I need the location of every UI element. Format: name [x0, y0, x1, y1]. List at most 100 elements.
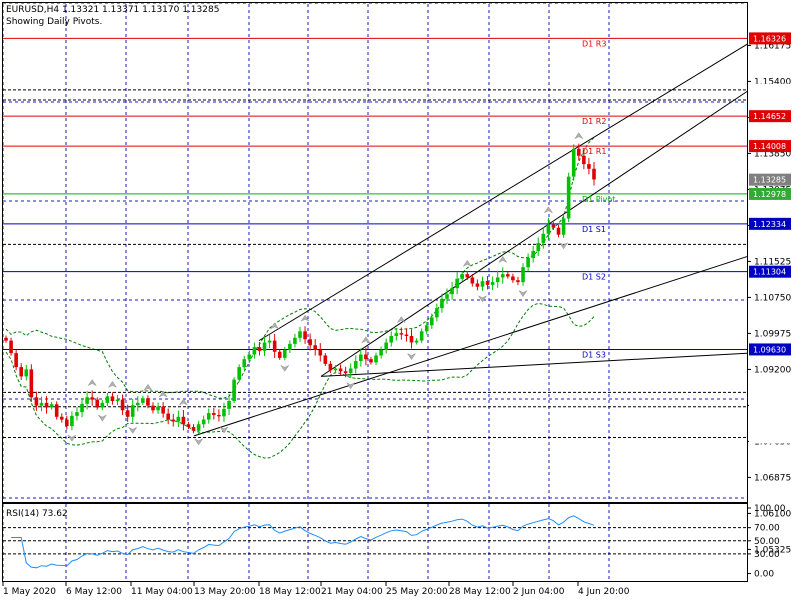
- pivot-price-tag: [749, 343, 791, 356]
- bull-candle: [445, 294, 449, 299]
- pivot-price-tag: [749, 140, 791, 153]
- bull-candle: [440, 298, 444, 309]
- bear-candle: [308, 339, 312, 346]
- bull-candle: [24, 369, 29, 377]
- price-tags: 1.16326 1.14652 1.14008 1.12978 1.12334 1.113…: [749, 32, 791, 444]
- level-price-tag: [749, 238, 791, 251]
- pivot-price-tag: [749, 32, 791, 45]
- y-tick-label: 1.15400: [754, 77, 791, 87]
- fractal-down-arrow: [97, 414, 108, 422]
- bull-candle: [394, 333, 399, 336]
- bull-candle: [49, 404, 54, 408]
- pivot-price-tag-text: 1.12978: [753, 190, 786, 199]
- bear-candle: [511, 276, 515, 281]
- bull-candle: [455, 278, 459, 289]
- bull-candle: [293, 337, 297, 344]
- bear-candle: [4, 337, 8, 341]
- y-tick-label: 1.06875: [754, 473, 791, 483]
- main-chart-frame: [2, 2, 748, 503]
- bear-candle: [54, 404, 59, 417]
- bull-candle: [130, 405, 135, 417]
- level-price-tag: [749, 400, 791, 413]
- fractal-up-arrow: [300, 314, 310, 322]
- bull-candle: [156, 406, 160, 411]
- bull-candle: [206, 413, 211, 420]
- bull-candle: [237, 367, 241, 380]
- bear-candle: [551, 224, 556, 228]
- y-tick-label: 1.16175: [754, 41, 791, 51]
- bear-candle: [257, 347, 262, 351]
- bear-candle: [212, 413, 216, 415]
- bull-candle: [389, 335, 394, 343]
- x-tick-label: 4 Jun 20:00: [578, 587, 630, 597]
- bear-candle: [272, 340, 277, 352]
- rsi-y-tick-label: 50.00: [754, 537, 780, 547]
- bull-candle: [85, 397, 89, 404]
- bear-candle: [399, 333, 404, 335]
- bear-candle: [404, 334, 409, 336]
- pivot-price-tag-text: 1.12334: [753, 220, 786, 229]
- bear-candle: [338, 368, 343, 372]
- bull-candle: [80, 403, 84, 413]
- trendline[interactable]: [193, 256, 748, 437]
- level-price-tag: [749, 83, 791, 96]
- bear-candle: [59, 416, 64, 420]
- x-tick-label: 28 May 12:00: [449, 587, 511, 597]
- chart-frames: [2, 2, 748, 582]
- bear-candle: [171, 419, 176, 422]
- fractal-down-arrow: [345, 382, 356, 390]
- bear-candle: [217, 414, 221, 417]
- level-price-tag-text: 1.08706: [753, 388, 786, 397]
- bear-candle: [191, 427, 196, 431]
- y-tick-label: 1.06100: [754, 509, 791, 519]
- pivot-lines: [3, 37, 747, 350]
- bear-candle: [90, 397, 94, 400]
- bull-candle: [100, 402, 105, 408]
- bear-candle: [166, 413, 171, 420]
- bull-candle: [282, 349, 287, 358]
- bull-candle: [267, 340, 272, 343]
- y-tick-label: 1.11525: [754, 257, 791, 267]
- bear-candle: [14, 353, 18, 368]
- trendline[interactable]: [320, 91, 748, 377]
- y-tick-label: 1.09200: [754, 365, 791, 375]
- level-price-tag-text: 1.15219: [753, 86, 786, 95]
- bull-candle: [288, 343, 292, 350]
- bear-candle: [592, 168, 596, 180]
- pivot-price-tag-text: 1.11304: [753, 268, 786, 277]
- pivot-labels: D1 R3 D1 R2 D1 R1 D1 Pivot D1 S1 D1 S2 D1 S3: [582, 39, 615, 359]
- bull-candle: [480, 281, 485, 287]
- bear-candle: [146, 398, 150, 406]
- bull-candle: [460, 274, 465, 279]
- bull-candle: [196, 424, 201, 431]
- bear-candle: [65, 419, 69, 427]
- rsi-y-tick-label: 70.00: [754, 524, 780, 534]
- fractal-up-arrow: [396, 316, 407, 324]
- bull-candle: [541, 233, 546, 244]
- rsi-y-tick-label: 100.00: [754, 504, 786, 514]
- bull-candle: [531, 250, 535, 258]
- x-tick-label: 21 May 04:00: [321, 587, 383, 597]
- y-tick-label: 1.05325: [754, 545, 791, 555]
- bear-candle: [44, 402, 49, 408]
- fractal-up-arrow: [498, 255, 508, 264]
- bear-candle: [9, 340, 13, 354]
- trendlines[interactable]: [193, 43, 748, 437]
- bear-candle: [19, 367, 24, 377]
- bull-candle: [247, 354, 252, 360]
- trendline[interactable]: [320, 352, 748, 377]
- rsi-y-tick-label: 0.00: [754, 570, 774, 580]
- bollinger-bands: [5, 137, 595, 459]
- bull-candle: [201, 419, 206, 425]
- x-tick-label: 18 May 12:00: [259, 587, 321, 597]
- trendline[interactable]: [258, 43, 748, 342]
- bull-candle: [450, 288, 454, 295]
- bull-candle: [75, 412, 79, 416]
- bull-candle: [348, 368, 353, 374]
- bear-candle: [125, 410, 130, 417]
- bull-candle: [227, 401, 231, 409]
- pivot-note: Showing Daily Pivots.: [6, 17, 102, 27]
- bull-candle: [521, 267, 525, 283]
- bear-candle: [186, 424, 191, 428]
